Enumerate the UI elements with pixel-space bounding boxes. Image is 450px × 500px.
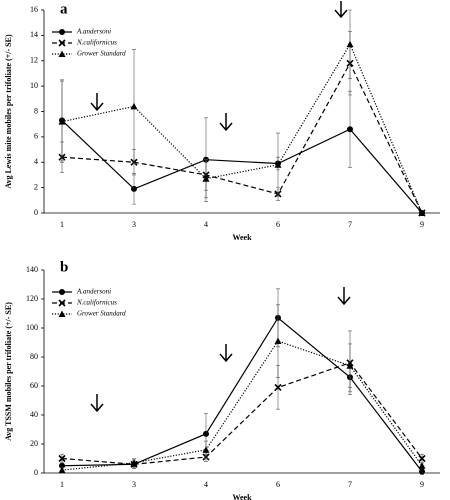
series-line [61,61,423,214]
y-tick-label: 10 [30,81,38,90]
x-tick-label: 9 [420,220,424,229]
marker [58,118,66,125]
marker [130,102,138,110]
x-tick-label: 6 [276,480,280,489]
x-axis-label: Week [232,493,252,500]
panel-title: b [60,259,68,275]
x-tick-label: 4 [204,220,208,229]
marker [58,466,66,474]
y-tick-label: 100 [26,323,38,332]
x-tick-label: 3 [132,220,136,229]
y-tick-label: 16 [30,5,38,14]
legend-label: A.andersoni [76,28,111,36]
series-line [61,340,423,471]
marker [131,185,137,192]
marker [419,468,425,475]
marker [58,454,66,463]
legend-label: N.californicus [76,299,117,307]
x-tick-label: 4 [204,480,208,489]
marker [274,161,282,168]
marker [203,430,209,437]
chart: a 0 2 4 6 8 10 12 14 16 1 3 4 6 7 9 Week Avg Lewis mite m… [4,1,440,242]
x-tick-label: 3 [132,480,136,489]
y-axis-label: Avg TSSM mobiles per trifoliate (+/- SE) [4,302,13,441]
x-tick-label: 7 [348,220,352,229]
x-tick-label: 1 [60,220,64,229]
x-tick-label: 7 [348,480,352,489]
series-line [61,362,423,465]
arrow [90,394,104,413]
x-axis-label: Week [232,233,252,242]
marker [59,29,65,35]
marker [274,337,282,345]
legend-label: A.andersoni [76,288,111,296]
series-line [61,42,423,214]
marker [274,383,282,392]
y-tick-label: 60 [30,381,38,390]
marker [347,126,353,133]
marker [58,310,66,317]
marker [346,362,354,369]
y-tick-label: 120 [26,294,38,303]
marker [202,446,210,453]
marker [58,39,66,47]
x-tick-label: 9 [420,480,424,489]
y-tick-label: 8 [34,106,38,115]
y-tick-label: 0 [34,468,38,477]
series-line [61,119,423,214]
y-tick-label: 4 [34,157,38,166]
marker [58,50,66,57]
arrows [90,1,351,413]
marker [59,289,65,295]
y-tick-label: 0 [34,208,38,217]
legend-label: Grower Standard [77,310,126,318]
panel-title: a [60,1,68,17]
y-tick-label: 14 [30,30,38,39]
chart: b 0 20 40 60 80 100 120 140 1 3 4 6 7 9 Week Avg TSSM mo… [4,259,440,500]
arrow [219,113,233,132]
marker [130,459,138,466]
arrow [219,344,233,363]
legend-label: Grower Standard [77,50,126,58]
marker [418,209,426,216]
y-tick-label: 40 [30,410,38,419]
y-axis-label: Avg Lewis mite mobiles per trifoliate (+… [4,34,13,189]
y-tick-label: 20 [30,439,38,448]
series-line [61,316,423,472]
marker [418,454,426,463]
y-tick-label: 12 [30,56,38,65]
y-tick-label: 140 [26,265,38,274]
arrow [334,1,348,19]
arrow [90,93,104,112]
x-tick-label: 1 [60,480,64,489]
y-tick-label: 6 [34,132,38,141]
marker [58,299,66,307]
y-tick-label: 80 [30,352,38,361]
y-tick-label: 2 [34,182,38,191]
marker [418,462,426,469]
legend-label: N.californicus [76,39,117,47]
marker [202,175,210,182]
marker [346,40,354,48]
x-tick-label: 6 [276,220,280,229]
arrow [337,287,351,306]
